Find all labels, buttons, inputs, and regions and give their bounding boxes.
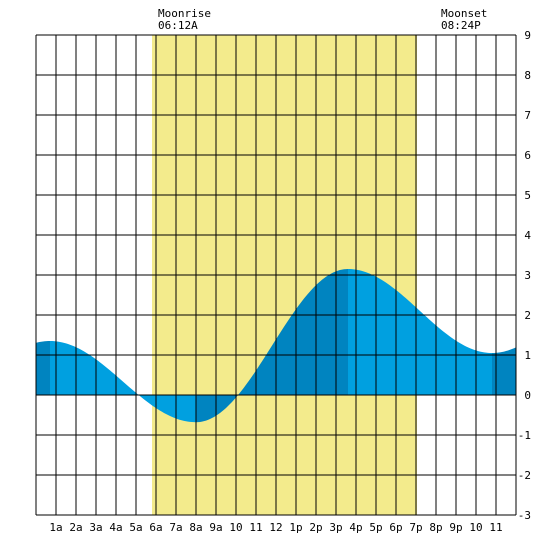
tide-segment <box>492 347 516 395</box>
x-tick-label: 3a <box>89 521 102 534</box>
grid <box>35 34 517 516</box>
y-tick-label: 1 <box>524 349 531 362</box>
x-tick-label: 2p <box>309 521 322 534</box>
moonset-label: Moonset <box>441 7 487 20</box>
y-tick-label: 2 <box>524 309 531 322</box>
x-tick-label: 7a <box>169 521 182 534</box>
y-tick-label: 5 <box>524 189 531 202</box>
moonrise-time: 06:12A <box>158 19 198 32</box>
y-axis: -3 -2 -1 0 1 2 3 4 5 6 7 8 9 <box>518 29 532 522</box>
x-tick-label: 5a <box>129 521 142 534</box>
x-tick-label: 3p <box>329 521 342 534</box>
y-tick-label: -1 <box>518 429 531 442</box>
x-tick-label: 9a <box>209 521 222 534</box>
y-tick-label: 8 <box>524 69 531 82</box>
x-tick-label: 5p <box>369 521 382 534</box>
tide-segment <box>36 341 50 395</box>
tide-segment <box>348 269 492 395</box>
x-tick-label: 6p <box>389 521 402 534</box>
y-tick-label: -2 <box>518 469 531 482</box>
y-tick-label: 9 <box>524 29 531 42</box>
moonrise-label: Moonrise <box>158 7 211 20</box>
x-tick-label: 4a <box>109 521 122 534</box>
x-tick-label: 4p <box>349 521 362 534</box>
x-tick-label: 12 <box>269 521 282 534</box>
y-tick-label: 6 <box>524 149 531 162</box>
tide-segment <box>196 269 348 423</box>
y-tick-label: 4 <box>524 229 531 242</box>
moonset-time: 08:24P <box>441 19 481 32</box>
x-tick-label: 1p <box>289 521 302 534</box>
x-tick-label: 9p <box>449 521 462 534</box>
x-tick-label: 6a <box>149 521 162 534</box>
x-tick-label: 11 <box>249 521 262 534</box>
x-tick-label: 1a <box>49 521 62 534</box>
x-tick-label: 10 <box>469 521 482 534</box>
x-tick-label: 7p <box>409 521 422 534</box>
y-tick-label: 0 <box>524 389 531 402</box>
tide-segment <box>50 341 196 423</box>
y-tick-label: 7 <box>524 109 531 122</box>
y-tick-label: 3 <box>524 269 531 282</box>
x-axis: 1a 2a 3a 4a 5a 6a 7a 8a 9a 10 11 12 1p 2p 3p 4p 5p 6p 7p 8p… <box>49 521 502 534</box>
x-tick-label: 8p <box>429 521 442 534</box>
x-tick-label: 8a <box>189 521 202 534</box>
x-tick-label: 2a <box>69 521 82 534</box>
x-tick-label: 10 <box>229 521 242 534</box>
y-tick-label: -3 <box>518 509 531 522</box>
x-tick-label: 11 <box>489 521 502 534</box>
